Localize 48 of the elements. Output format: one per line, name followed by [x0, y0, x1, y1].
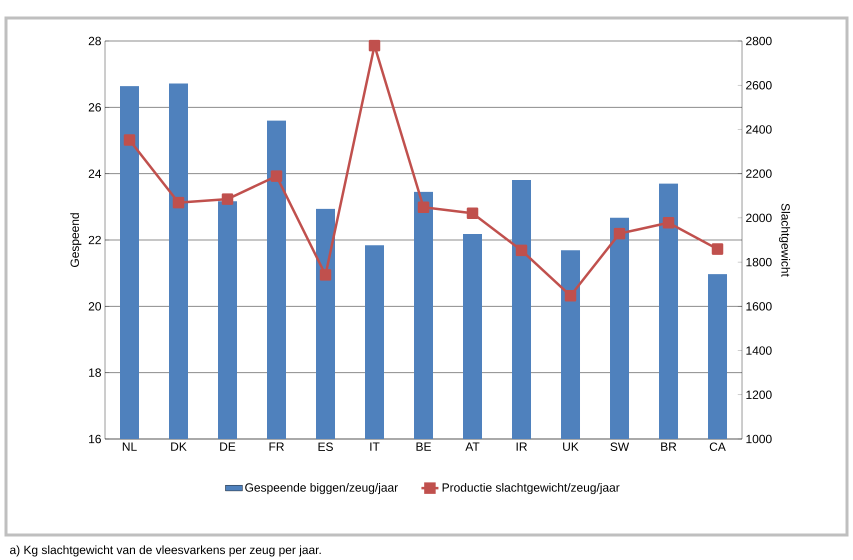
x-tick-label: IR: [516, 442, 527, 451]
x-tick-label: ES: [318, 442, 333, 451]
x-tick-label: UK: [563, 442, 579, 451]
y-tick-label: 22: [88, 236, 101, 244]
y2-tick-label: 1800: [746, 258, 772, 266]
y2-tick-label: 1400: [746, 346, 772, 355]
x-tick-label: NL: [122, 442, 137, 451]
point: [368, 40, 380, 52]
y2-tick-label: 1200: [746, 390, 772, 399]
point: [172, 196, 184, 208]
legend-label: Gespeende biggen/zeug/jaar: [245, 482, 398, 494]
y2-tick-label: 2000: [746, 214, 772, 222]
point: [320, 269, 332, 281]
y-tick-label: 16: [89, 434, 101, 444]
y-axis-title: Gespeend: [70, 213, 82, 267]
legend-label: Productie slachtgewicht/zeug/jaar: [442, 482, 620, 494]
y-tick-label: 20: [88, 302, 102, 311]
x-tick-label: DK: [171, 442, 187, 451]
x-tick-label: BR: [661, 442, 676, 451]
point: [614, 228, 626, 240]
y2-tick-label: 2600: [746, 80, 772, 90]
point: [662, 217, 674, 228]
point: [222, 193, 234, 205]
point: [712, 243, 724, 255]
point: [270, 170, 282, 182]
y2-tick-label: 1600: [746, 302, 772, 311]
x-tick-label: DE: [220, 442, 236, 451]
x-tick-label: BE: [416, 442, 431, 451]
x-tick-label: IT: [370, 442, 380, 451]
y-tick-label: 26: [88, 103, 101, 112]
point: [564, 290, 576, 302]
y2-tick-label: 2800: [746, 36, 772, 46]
text: a) Kg slachtgewicht van de vleesvarkens per zeug per jaar.: [10, 545, 321, 556]
x-tick-label: FR: [270, 442, 284, 451]
point: [124, 134, 136, 146]
y-tick-label: 24: [88, 169, 102, 178]
point: [418, 202, 430, 214]
y-tick-label: 18: [89, 368, 101, 377]
y-tick-label: 28: [88, 36, 101, 46]
x-tick-label: AT: [465, 442, 480, 451]
point: [466, 207, 478, 219]
point: [516, 244, 528, 256]
x-tick-label: SW: [610, 442, 630, 451]
y2-axis-title: Slachtgewicht: [778, 204, 790, 277]
y2-tick-label: 1000: [746, 434, 772, 444]
y2-tick-label: 2200: [746, 169, 772, 178]
x-tick-label: CA: [710, 442, 726, 451]
y2-tick-label: 2400: [746, 125, 772, 134]
